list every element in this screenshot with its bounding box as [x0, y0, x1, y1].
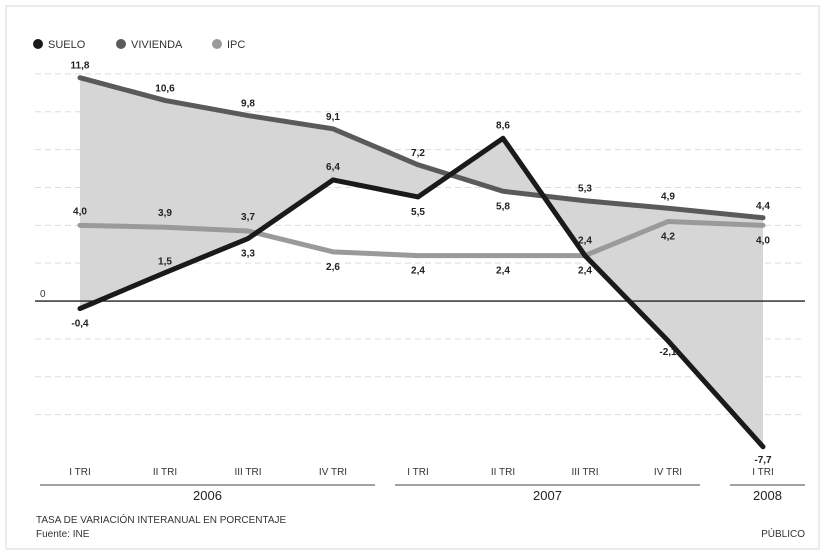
year-label: 2006: [193, 488, 222, 503]
legend-swatch: [116, 39, 126, 49]
footer-credit: PÚBLICO: [761, 527, 805, 540]
value-label: 5,3: [578, 184, 592, 195]
x-tick-label: IV TRI: [654, 467, 682, 478]
x-tick-label: II TRI: [153, 467, 177, 478]
value-label: 4,9: [661, 191, 675, 202]
x-tick-label: III TRI: [234, 467, 261, 478]
value-label: 3,3: [241, 249, 255, 260]
value-label: 3,7: [241, 212, 255, 223]
value-label: 4,0: [73, 206, 87, 217]
x-axis: I TRI II TRI III TRI IV TRI I TRI II TRI III T…: [40, 467, 805, 503]
value-label: -2,1: [659, 347, 677, 358]
value-label: 9,8: [241, 99, 255, 110]
legend-swatch: [212, 39, 222, 49]
area-layer: [80, 77, 763, 447]
series-lines: [77, 75, 766, 450]
value-label: 4,0: [756, 235, 770, 246]
value-label: 2,6: [326, 262, 340, 273]
x-tick-label: IV TRI: [319, 467, 347, 478]
value-label: 4,4: [756, 201, 770, 212]
value-label: 2,4: [578, 266, 592, 277]
value-label: 5,5: [411, 207, 425, 218]
legend: SUELO VIVIENDA IPC: [33, 39, 245, 51]
zero-axis-label: 0: [40, 289, 46, 300]
value-label: 6,4: [326, 162, 340, 173]
x-tick-label: I TRI: [752, 467, 773, 478]
value-label: 10,6: [155, 83, 175, 94]
value-label: 3,9: [158, 208, 172, 219]
x-tick-label: I TRI: [69, 467, 90, 478]
value-label: 5,8: [496, 201, 510, 212]
footer-source: Fuente: INE: [36, 529, 90, 540]
series-line-ipc: [77, 219, 766, 259]
value-label: 2,4: [496, 266, 510, 277]
value-label: 4,2: [661, 232, 675, 243]
legend-label: VIVIENDA: [131, 39, 183, 51]
x-tick-label: I TRI: [407, 467, 428, 478]
shaded-area: [80, 77, 763, 447]
value-label: 7,2: [411, 148, 425, 159]
value-label: -7,7: [754, 455, 772, 466]
legend-label: IPC: [227, 39, 245, 51]
year-label: 2008: [753, 488, 782, 503]
legend-swatch: [33, 39, 43, 49]
x-tick-label: III TRI: [571, 467, 598, 478]
x-tick-label: II TRI: [491, 467, 515, 478]
value-labels: -0,4 1,5 3,3 6,4 5,5 8,6 2,4 -2,1 -7,7 11,8 10,6 9,…: [71, 61, 773, 466]
series-line-suelo: [77, 135, 766, 450]
value-label: 2,4: [578, 236, 592, 247]
legend-label: SUELO: [48, 39, 86, 51]
value-label: 2,4: [411, 266, 425, 277]
series-line-vivienda: [77, 75, 766, 221]
value-label: 9,1: [326, 112, 340, 123]
footer-note: TASA DE VARIACIÓN INTERANUAL EN PORCENTA…: [36, 513, 287, 526]
value-label: -0,4: [71, 319, 89, 330]
value-label: 11,8: [71, 61, 90, 72]
year-label: 2007: [533, 488, 562, 503]
value-label: 8,6: [496, 120, 510, 131]
value-label: 1,5: [158, 257, 172, 268]
